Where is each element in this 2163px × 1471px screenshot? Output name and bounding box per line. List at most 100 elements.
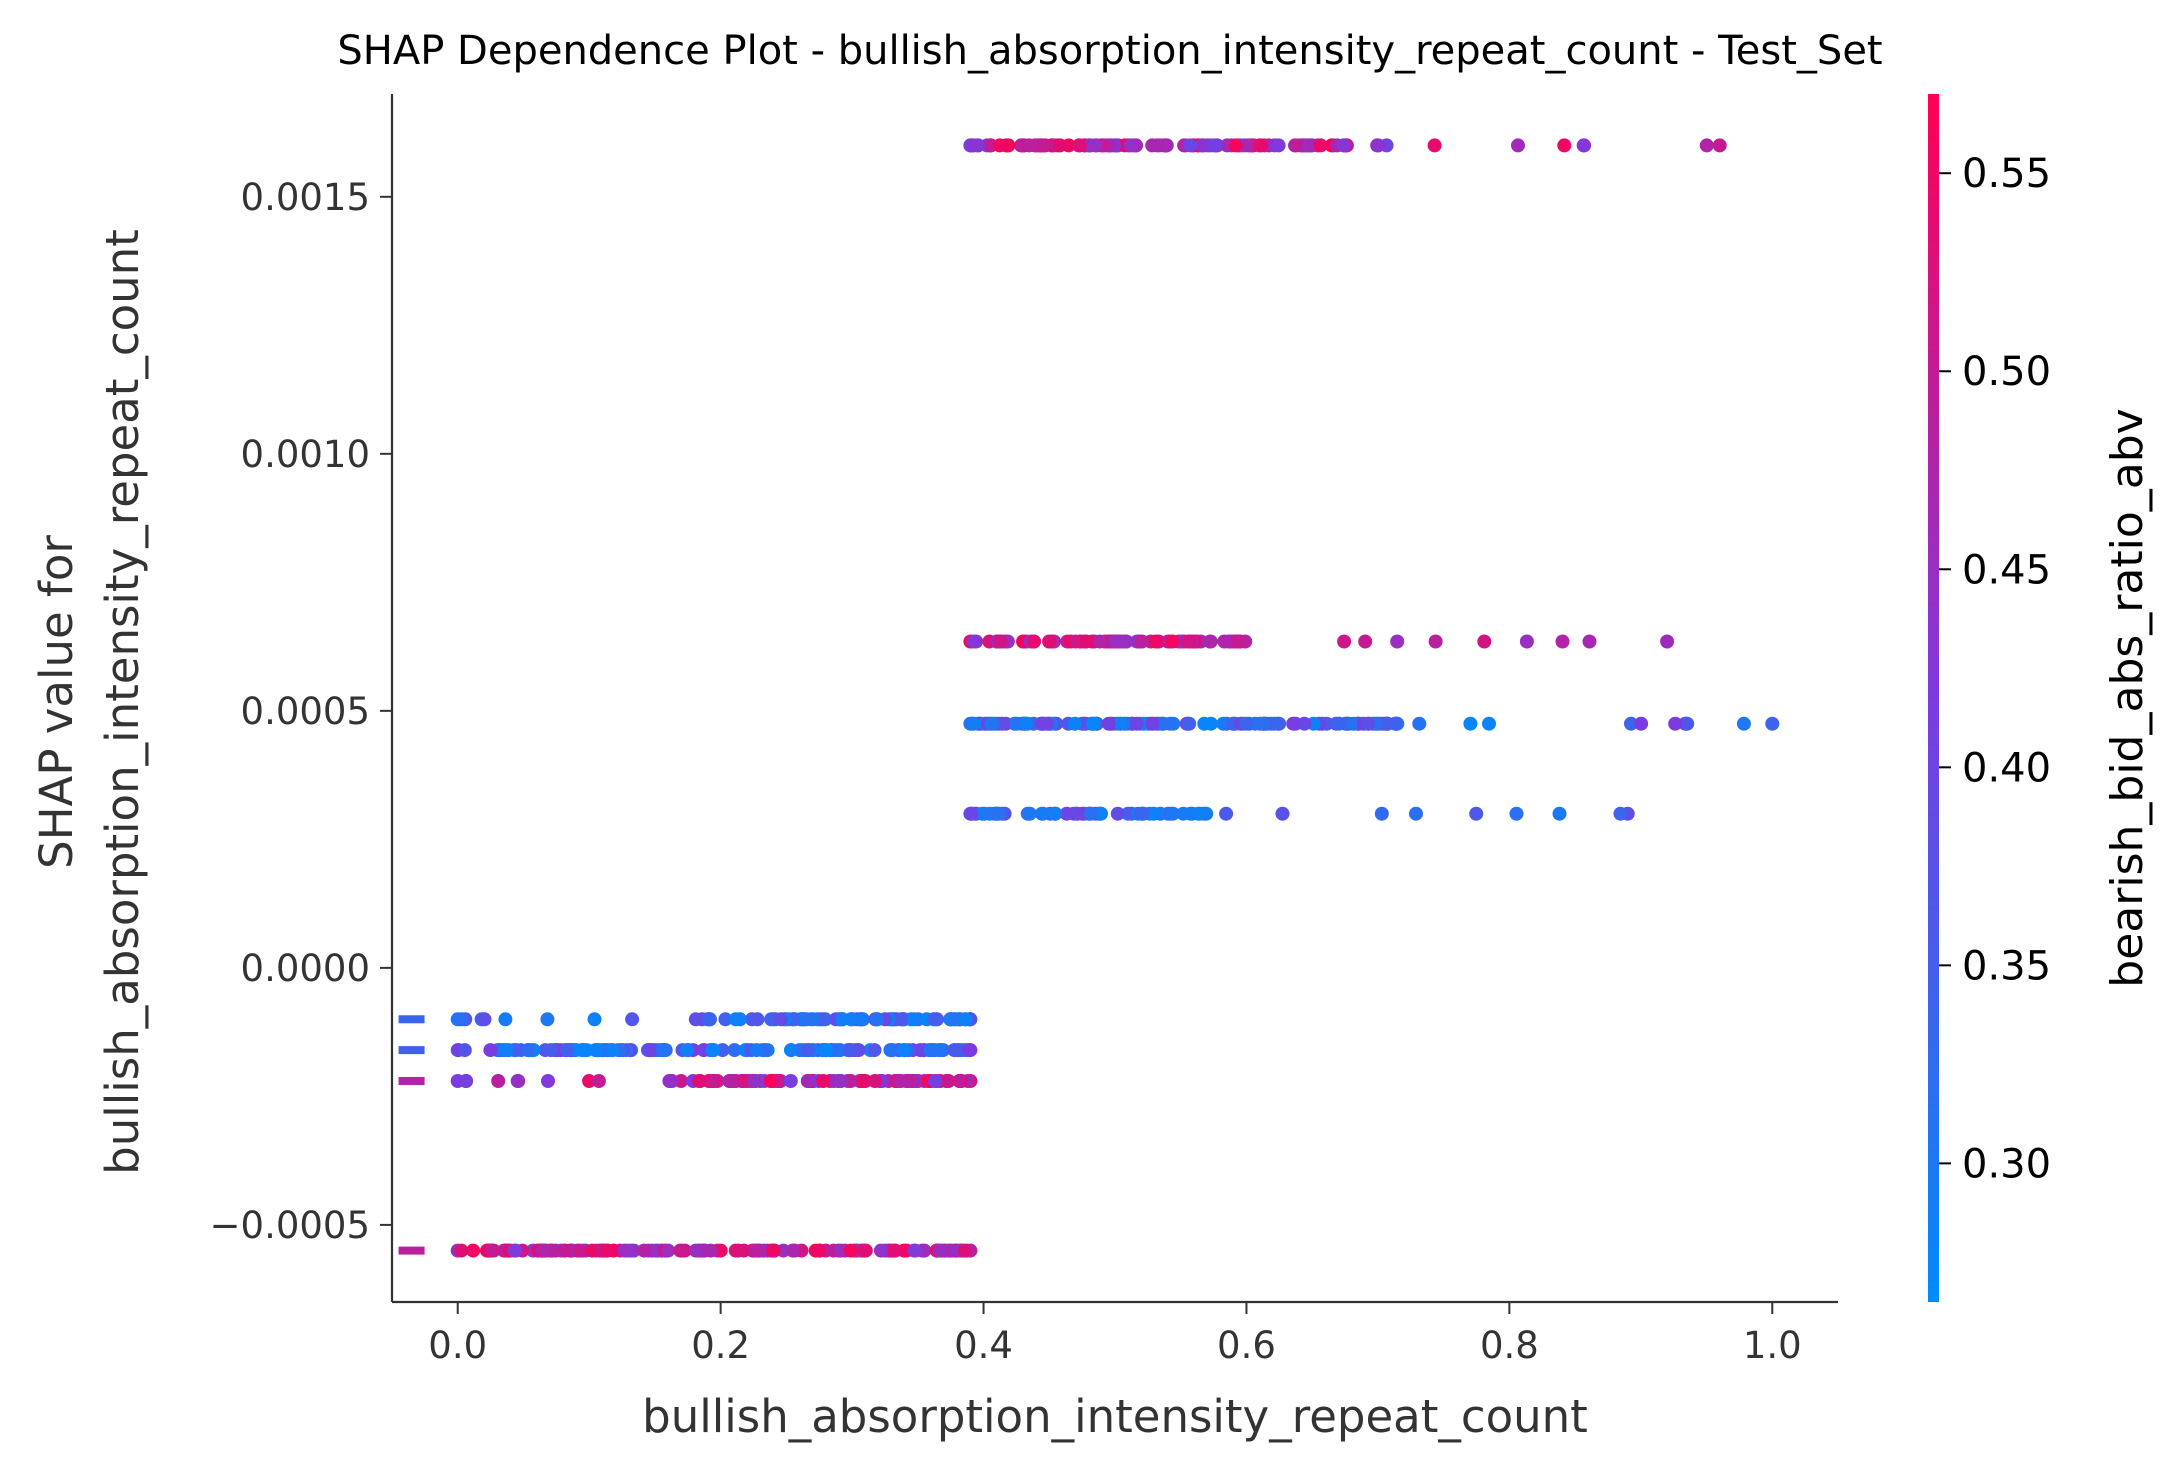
scatter-point bbox=[1148, 634, 1163, 649]
scatter-point bbox=[844, 1012, 858, 1027]
scatter-point bbox=[713, 1243, 728, 1258]
scatter-point bbox=[706, 1074, 721, 1088]
scatter-point bbox=[1001, 138, 1016, 153]
scatter-point bbox=[1136, 806, 1151, 821]
scatter-point bbox=[774, 1012, 789, 1027]
scatter-point bbox=[1624, 716, 1638, 731]
scatter-point bbox=[819, 1043, 834, 1058]
scatter-point bbox=[966, 716, 981, 731]
scatter-point bbox=[498, 1012, 513, 1027]
scatter-point bbox=[688, 1012, 703, 1027]
scatter-point bbox=[1183, 138, 1198, 153]
scatter-point bbox=[688, 1243, 703, 1258]
scatter-point bbox=[661, 1243, 676, 1258]
colorbar bbox=[1928, 94, 1939, 1302]
scatter-point bbox=[933, 1243, 948, 1258]
scatter-point bbox=[1022, 138, 1036, 153]
scatter-point bbox=[1634, 716, 1649, 731]
scatter-point bbox=[1165, 634, 1180, 649]
scatter-point bbox=[896, 1043, 911, 1058]
scatter-point bbox=[483, 1043, 498, 1058]
band-edge-marker bbox=[398, 1246, 425, 1255]
scatter-point bbox=[1241, 138, 1255, 153]
scatter-point bbox=[1557, 138, 1572, 153]
scatter-point bbox=[928, 1074, 943, 1088]
scatter-point bbox=[662, 1074, 677, 1088]
scatter-point bbox=[1146, 806, 1161, 821]
scatter-point bbox=[1509, 806, 1524, 821]
scatter-point bbox=[765, 1243, 780, 1258]
scatter-point bbox=[1195, 138, 1210, 153]
y-tick-label: 0.0010 bbox=[241, 433, 370, 476]
scatter-point bbox=[783, 1074, 798, 1088]
scatter-point bbox=[1374, 806, 1389, 821]
scatter-point bbox=[617, 1243, 632, 1258]
scatter-point bbox=[543, 1043, 558, 1058]
colorbar-ticks: 0.30 0.35 0.40 0.45 0.50 0.55 bbox=[1939, 151, 2051, 1187]
colorbar-tick-label: 0.35 bbox=[1962, 943, 2051, 989]
colorbar-tick-label: 0.40 bbox=[1962, 745, 2051, 791]
scatter-point bbox=[991, 806, 1006, 821]
scatter-point bbox=[1660, 634, 1675, 649]
scatter-point bbox=[1482, 716, 1496, 731]
scatter-point bbox=[1085, 716, 1100, 731]
scatter-point bbox=[572, 1243, 587, 1258]
scatter-point bbox=[857, 1074, 872, 1088]
scatter-point bbox=[784, 1043, 799, 1058]
scatter-point bbox=[1110, 806, 1125, 821]
scatter-point bbox=[1068, 634, 1083, 649]
scatter-point bbox=[1412, 716, 1427, 731]
scatter-point bbox=[1297, 716, 1312, 731]
scatter-point bbox=[1092, 634, 1107, 649]
scatter-point bbox=[1582, 634, 1597, 649]
scatter-point bbox=[1712, 138, 1727, 153]
scatter-point bbox=[536, 1243, 551, 1258]
colorbar-tick-label: 0.30 bbox=[1962, 1141, 2051, 1187]
scatter-point bbox=[1026, 634, 1041, 649]
scatter-point bbox=[1203, 634, 1217, 649]
scatter-point bbox=[510, 1074, 525, 1088]
band-edge-marker bbox=[398, 1046, 425, 1055]
scatter-point bbox=[559, 1043, 574, 1058]
band-edge-marker bbox=[398, 1076, 425, 1085]
scatter-point bbox=[728, 1243, 743, 1258]
scatter-point bbox=[1699, 138, 1714, 153]
scatter-point bbox=[1079, 634, 1094, 649]
scatter-point bbox=[655, 1043, 670, 1058]
scatter-point bbox=[706, 1043, 721, 1058]
scatter-point bbox=[1207, 138, 1222, 153]
scatter-point bbox=[1119, 634, 1134, 649]
scatter-point bbox=[702, 1012, 717, 1027]
scatter-point bbox=[1346, 716, 1361, 731]
y-tick-label: 0.0005 bbox=[241, 690, 370, 733]
scatter-point bbox=[1428, 634, 1443, 649]
scatter-point bbox=[1228, 138, 1243, 153]
scatter-point bbox=[1576, 138, 1591, 153]
scatter-point bbox=[1256, 716, 1271, 731]
scatter-point bbox=[1154, 716, 1169, 731]
scatter-point bbox=[590, 1043, 605, 1058]
scatter-point bbox=[457, 1043, 472, 1058]
scatter-point bbox=[1108, 634, 1123, 649]
scatter-point bbox=[491, 1074, 506, 1088]
scatter-point bbox=[1181, 634, 1195, 649]
scatter-point bbox=[1336, 138, 1351, 153]
scatter-point bbox=[908, 1243, 923, 1258]
scatter-point bbox=[1088, 138, 1103, 153]
scatter-point bbox=[1204, 716, 1218, 731]
scatter-point bbox=[703, 1243, 718, 1258]
scatter-point bbox=[728, 1012, 743, 1027]
scatter-point bbox=[744, 1012, 759, 1027]
scatter-point bbox=[939, 1074, 954, 1088]
scatter-point bbox=[1035, 806, 1050, 821]
scatter-point bbox=[477, 1012, 492, 1027]
scatter-point bbox=[1113, 716, 1128, 731]
scatter-point bbox=[1182, 716, 1197, 731]
scatter-point bbox=[842, 1043, 857, 1058]
scatter-point bbox=[958, 1012, 973, 1027]
scatter-point bbox=[834, 1243, 849, 1258]
scatter-point bbox=[1067, 716, 1082, 731]
scatter-point bbox=[984, 716, 999, 731]
scatter-point bbox=[1463, 716, 1478, 731]
